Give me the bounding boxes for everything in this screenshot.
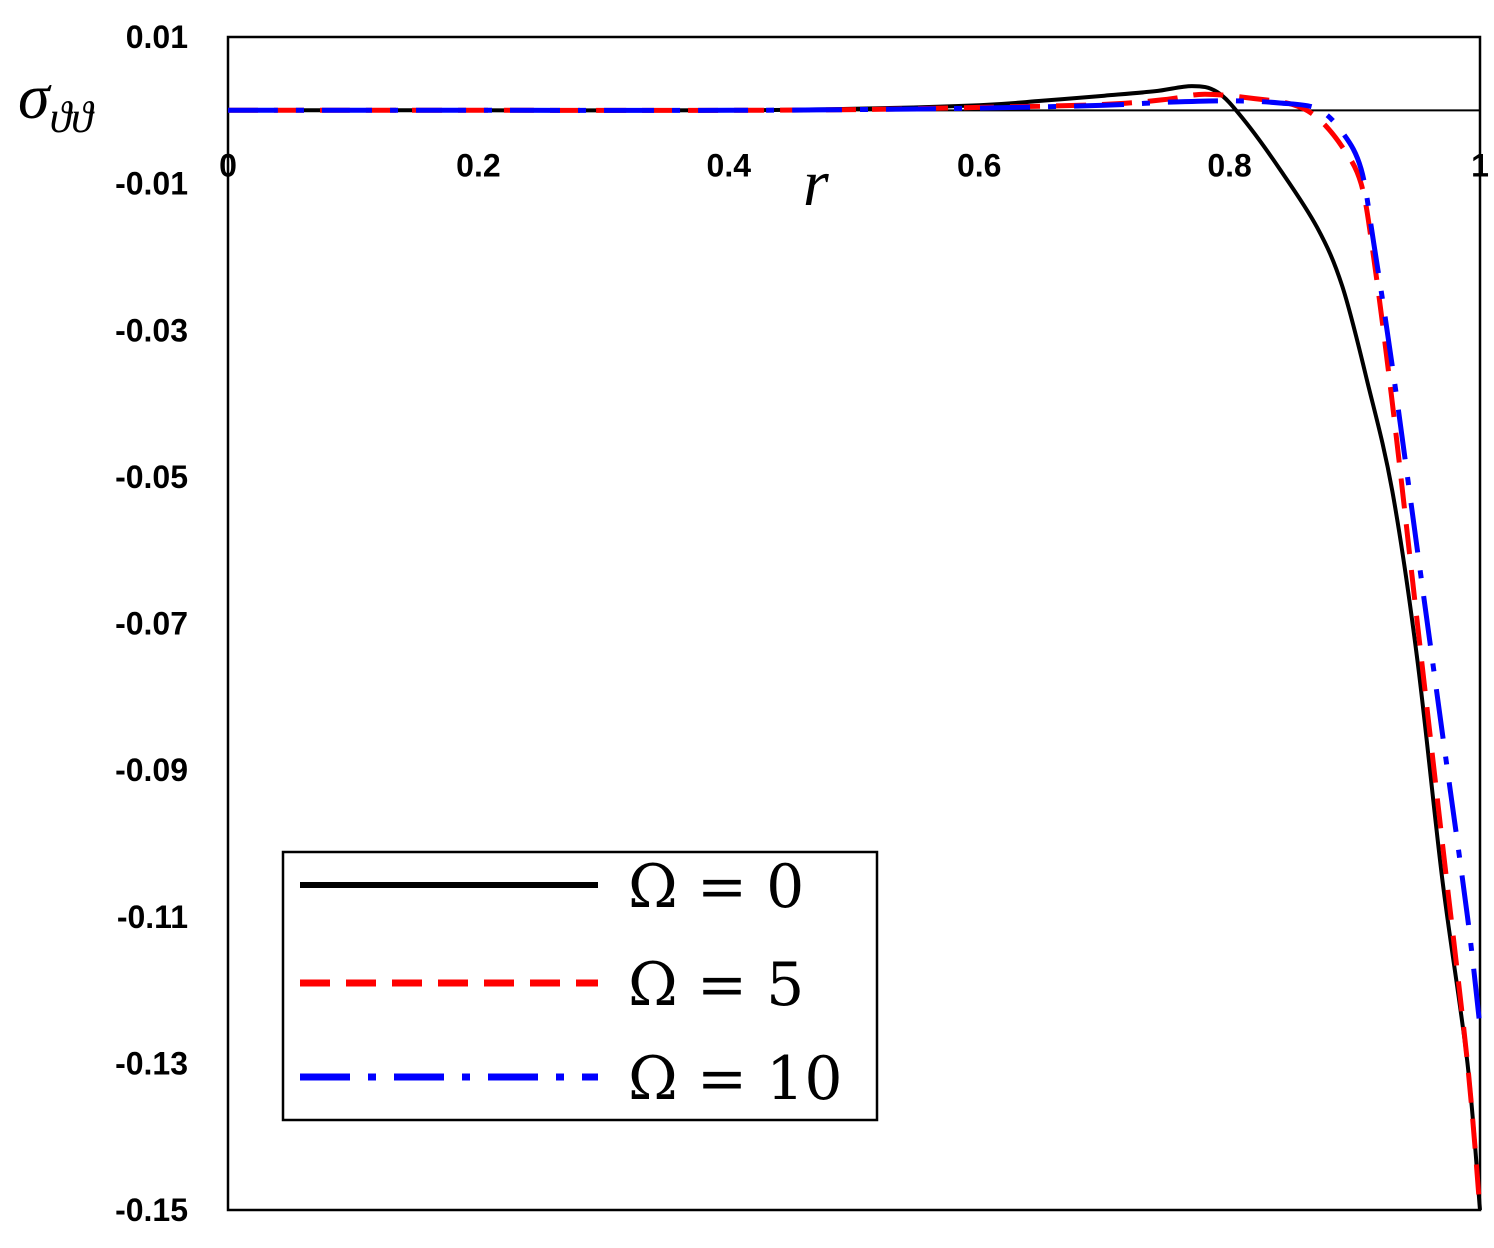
x-tick-label: 0.4 <box>707 147 752 183</box>
x-tick-label: 0.6 <box>957 147 1001 183</box>
series-line-0 <box>228 84 1482 1211</box>
y-tick-label: -0.07 <box>115 606 188 642</box>
x-tick-labels: 0 0.2 0.4 0.6 0.8 1 <box>219 147 1489 183</box>
y-tick-label: -0.11 <box>117 899 188 935</box>
y-tick-label: -0.13 <box>115 1045 188 1081</box>
series-lines <box>228 84 1483 1211</box>
x-tick-label: 0.2 <box>456 147 500 183</box>
series-line-2 <box>228 98 1483 1027</box>
x-tick-label: 0.8 <box>1207 147 1251 183</box>
x-tick-label: 1 <box>1471 147 1489 183</box>
x-axis-label: r <box>803 147 829 220</box>
y-tick-label: -0.01 <box>115 166 188 202</box>
y-tick-label: -0.03 <box>115 312 188 348</box>
y-tick-label: -0.05 <box>115 459 188 495</box>
y-tick-label: 0.01 <box>126 19 188 55</box>
y-axis-label-subscript: ϑϑ <box>50 93 96 142</box>
legend: Ω = 0 Ω = 5 Ω = 10 <box>281 850 879 1122</box>
legend-label-2: Ω = 10 <box>628 1044 843 1114</box>
x-tick-label: 0 <box>219 147 237 183</box>
y-axis-label: σϑϑ <box>18 61 95 142</box>
legend-label-0: Ω = 0 <box>628 852 804 922</box>
legend-label-1: Ω = 5 <box>628 950 804 1020</box>
y-tick-label: -0.09 <box>115 752 188 788</box>
y-tick-label: -0.15 <box>115 1192 188 1228</box>
y-tick-labels: 0.01 -0.01 -0.03 -0.05 -0.07 -0.09 -0.11 -0.13 -… <box>115 19 188 1228</box>
